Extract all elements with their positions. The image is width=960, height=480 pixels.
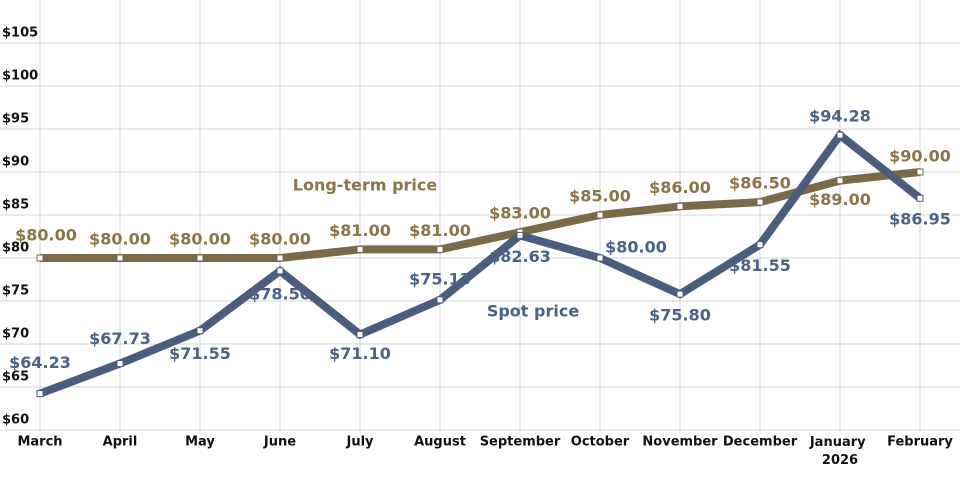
y-tick-label: $75: [2, 284, 29, 299]
point-marker: [196, 254, 204, 262]
x-tick-label: February: [887, 435, 953, 450]
data-label: $80.00: [605, 238, 667, 257]
data-label: $86.95: [889, 210, 951, 229]
x-tick-label: September: [480, 435, 561, 450]
y-tick-label: $70: [2, 327, 29, 342]
data-label: $81.55: [729, 256, 791, 275]
point-marker: [836, 131, 844, 139]
point-marker: [36, 390, 44, 398]
x-tick-label: October: [571, 435, 630, 450]
point-marker: [116, 254, 124, 262]
y-tick-label: $100: [2, 69, 38, 84]
data-label: $81.00: [409, 221, 471, 240]
point-marker: [756, 198, 764, 206]
data-label: $64.23: [9, 353, 71, 372]
y-tick-label: $95: [2, 112, 29, 127]
x-tick-label: June: [263, 435, 296, 450]
point-marker: [436, 296, 444, 304]
data-label: $83.00: [489, 204, 551, 223]
point-marker: [836, 177, 844, 185]
series-line: [40, 168, 921, 262]
series-annotation: Spot price: [487, 302, 580, 321]
y-tick-label: $65: [2, 370, 29, 385]
y-tick-label: $90: [2, 155, 29, 170]
point-marker: [916, 168, 924, 176]
y-tick-label: $80: [2, 241, 29, 256]
point-marker: [516, 231, 524, 239]
point-marker: [436, 245, 444, 253]
data-label: $80.00: [15, 226, 77, 245]
x-tick-label: January 2026: [809, 435, 870, 468]
series-line: [38, 129, 923, 398]
point-marker: [676, 202, 684, 210]
point-marker: [356, 331, 364, 339]
series-annotation: Long-term price: [293, 176, 438, 195]
point-marker: [676, 290, 684, 298]
x-tick-label: April: [103, 435, 138, 450]
data-label: $94.28: [809, 107, 871, 126]
data-label: $86.50: [729, 174, 791, 193]
data-label: $80.00: [89, 230, 151, 249]
x-tick-label: August: [414, 435, 466, 450]
data-label: $67.73: [89, 329, 151, 348]
x-tick-label: May: [185, 435, 215, 450]
data-label: $86.00: [649, 178, 711, 197]
x-tick-label: November: [642, 435, 718, 450]
point-marker: [36, 254, 44, 262]
data-label: $80.00: [249, 230, 311, 249]
x-tick-label: December: [723, 435, 798, 450]
point-marker: [596, 254, 604, 262]
point-marker: [596, 211, 604, 219]
data-label: $75.80: [649, 306, 711, 325]
y-tick-label: $85: [2, 198, 29, 213]
point-marker: [196, 327, 204, 335]
point-marker: [276, 267, 284, 275]
data-label: $89.00: [809, 190, 871, 209]
data-label: $71.10: [329, 344, 391, 363]
point-marker: [116, 360, 124, 368]
data-label: $80.00: [169, 230, 231, 249]
point-marker: [276, 254, 284, 262]
data-label: $81.00: [329, 221, 391, 240]
point-marker: [916, 194, 924, 202]
data-label: $78.50: [249, 284, 311, 303]
x-tick-label: July: [345, 435, 374, 450]
data-label: $82.63: [489, 247, 551, 266]
y-tick-label: $60: [2, 413, 29, 428]
data-label: $85.00: [569, 187, 631, 206]
data-label: $75.13: [409, 269, 471, 288]
data-label: $71.55: [169, 344, 231, 363]
y-tick-label: $105: [2, 26, 38, 41]
x-tick-label: March: [17, 435, 62, 450]
point-marker: [356, 245, 364, 253]
point-marker: [756, 241, 764, 249]
data-label: $90.00: [889, 147, 951, 166]
